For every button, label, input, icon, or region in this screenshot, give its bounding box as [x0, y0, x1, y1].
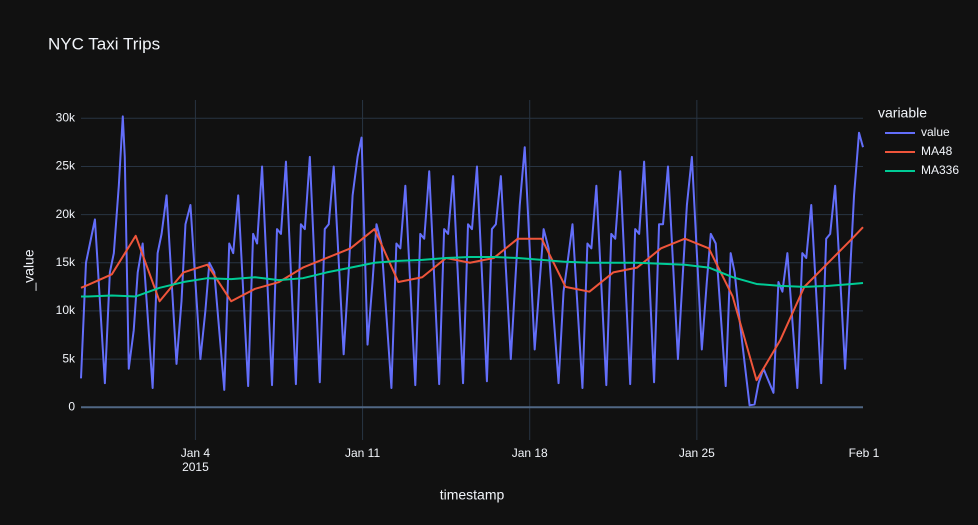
y-tick-label: 20k: [56, 207, 76, 221]
x-tick-sublabel: 2015: [182, 460, 209, 474]
y-tick-label: 15k: [56, 255, 76, 269]
x-axis-title: timestamp: [440, 487, 505, 503]
y-tick-label: 30k: [56, 110, 76, 124]
series-line: [81, 256, 864, 298]
y-axis-title: _value: [21, 249, 37, 291]
x-tick-label: Jan 4: [181, 446, 211, 460]
series-line: [80, 226, 864, 382]
legend-label[interactable]: MA336: [921, 163, 959, 177]
legend-title: variable: [878, 105, 927, 121]
x-tick-label: Jan 11: [345, 446, 380, 460]
x-tick-label: Jan 18: [512, 446, 548, 460]
y-tick-label: 10k: [56, 303, 76, 317]
legend-label[interactable]: value: [921, 125, 950, 139]
y-tick-label: 0: [68, 399, 75, 413]
x-tick-label: Jan 25: [679, 446, 715, 460]
legend-label[interactable]: MA48: [921, 144, 953, 158]
chart-title: NYC Taxi Trips: [48, 34, 160, 53]
x-tick-label: Feb 1: [849, 446, 880, 460]
series-line: [80, 115, 864, 407]
y-tick-label: 25k: [56, 159, 76, 173]
y-tick-label: 5k: [62, 351, 76, 365]
